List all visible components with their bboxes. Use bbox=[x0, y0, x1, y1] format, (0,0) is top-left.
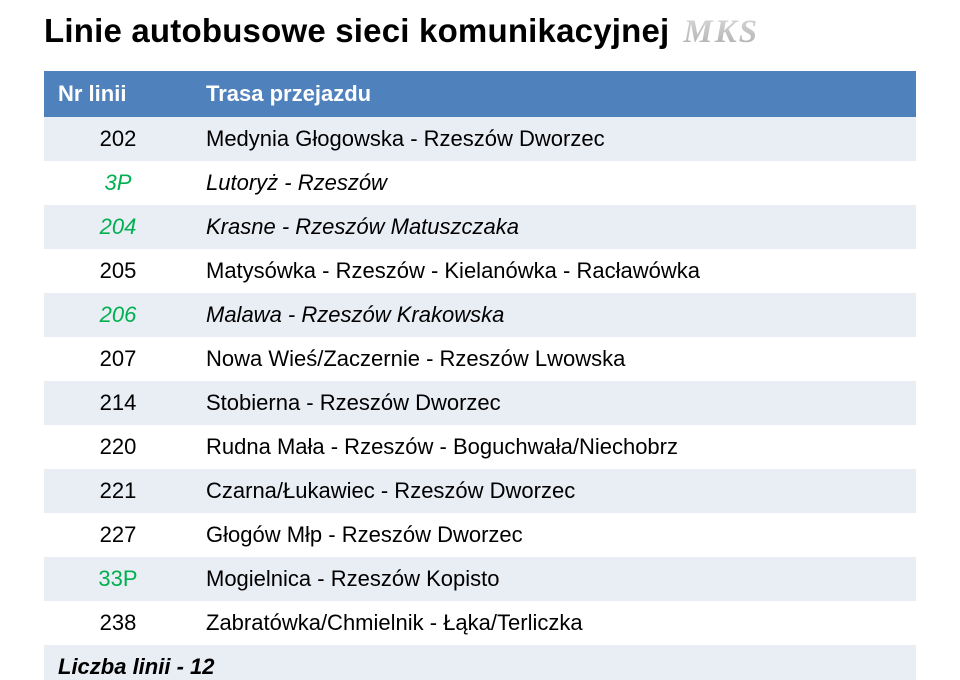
cell-line: 227 bbox=[44, 513, 192, 557]
table-footer-row: Liczba linii - 12 bbox=[44, 645, 916, 680]
col-header-route: Trasa przejazdu bbox=[192, 71, 916, 117]
cell-route: Czarna/Łukawiec - Rzeszów Dworzec bbox=[192, 469, 916, 513]
table-row: 221Czarna/Łukawiec - Rzeszów Dworzec bbox=[44, 469, 916, 513]
cell-route: Rudna Mała - Rzeszów - Boguchwała/Niecho… bbox=[192, 425, 916, 469]
cell-route: Krasne - Rzeszów Matuszczaka bbox=[192, 205, 916, 249]
page-title: Linie autobusowe sieci komunikacyjnej bbox=[44, 12, 669, 50]
cell-route: Medynia Głogowska - Rzeszów Dworzec bbox=[192, 117, 916, 161]
table-row: 207Nowa Wieś/Zaczernie - Rzeszów Lwowska bbox=[44, 337, 916, 381]
brand-logo: MKS bbox=[683, 14, 759, 51]
cell-route: Mogielnica - Rzeszów Kopisto bbox=[192, 557, 916, 601]
cell-line: 207 bbox=[44, 337, 192, 381]
routes-table: Nr linii Trasa przejazdu 202Medynia Głog… bbox=[44, 71, 916, 680]
cell-line: 202 bbox=[44, 117, 192, 161]
cell-route: Zabratówka/Chmielnik - Łąka/Terliczka bbox=[192, 601, 916, 645]
table-row: 206Malawa - Rzeszów Krakowska bbox=[44, 293, 916, 337]
col-header-line: Nr linii bbox=[44, 71, 192, 117]
cell-line: 205 bbox=[44, 249, 192, 293]
cell-route: Malawa - Rzeszów Krakowska bbox=[192, 293, 916, 337]
table-row: 227Głogów Młp - Rzeszów Dworzec bbox=[44, 513, 916, 557]
cell-route: Matysówka - Rzeszów - Kielanówka - Racła… bbox=[192, 249, 916, 293]
table-row: 3PLutoryż - Rzeszów bbox=[44, 161, 916, 205]
table-row: 202Medynia Głogowska - Rzeszów Dworzec bbox=[44, 117, 916, 161]
cell-line: 3P bbox=[44, 161, 192, 205]
cell-line: 220 bbox=[44, 425, 192, 469]
table-row: 204Krasne - Rzeszów Matuszczaka bbox=[44, 205, 916, 249]
table-header-row: Nr linii Trasa przejazdu bbox=[44, 71, 916, 117]
footer-count: Liczba linii - 12 bbox=[44, 645, 916, 680]
table-row: 238Zabratówka/Chmielnik - Łąka/Terliczka bbox=[44, 601, 916, 645]
cell-line: 204 bbox=[44, 205, 192, 249]
cell-route: Nowa Wieś/Zaczernie - Rzeszów Lwowska bbox=[192, 337, 916, 381]
table-row: 205Matysówka - Rzeszów - Kielanówka - Ra… bbox=[44, 249, 916, 293]
cell-line: 33P bbox=[44, 557, 192, 601]
cell-line: 238 bbox=[44, 601, 192, 645]
table-row: 33PMogielnica - Rzeszów Kopisto bbox=[44, 557, 916, 601]
title-row: Linie autobusowe sieci komunikacyjnej MK… bbox=[44, 12, 916, 51]
cell-line: 214 bbox=[44, 381, 192, 425]
cell-route: Lutoryż - Rzeszów bbox=[192, 161, 916, 205]
cell-route: Stobierna - Rzeszów Dworzec bbox=[192, 381, 916, 425]
table-row: 220Rudna Mała - Rzeszów - Boguchwała/Nie… bbox=[44, 425, 916, 469]
cell-line: 206 bbox=[44, 293, 192, 337]
cell-route: Głogów Młp - Rzeszów Dworzec bbox=[192, 513, 916, 557]
cell-line: 221 bbox=[44, 469, 192, 513]
table-row: 214Stobierna - Rzeszów Dworzec bbox=[44, 381, 916, 425]
